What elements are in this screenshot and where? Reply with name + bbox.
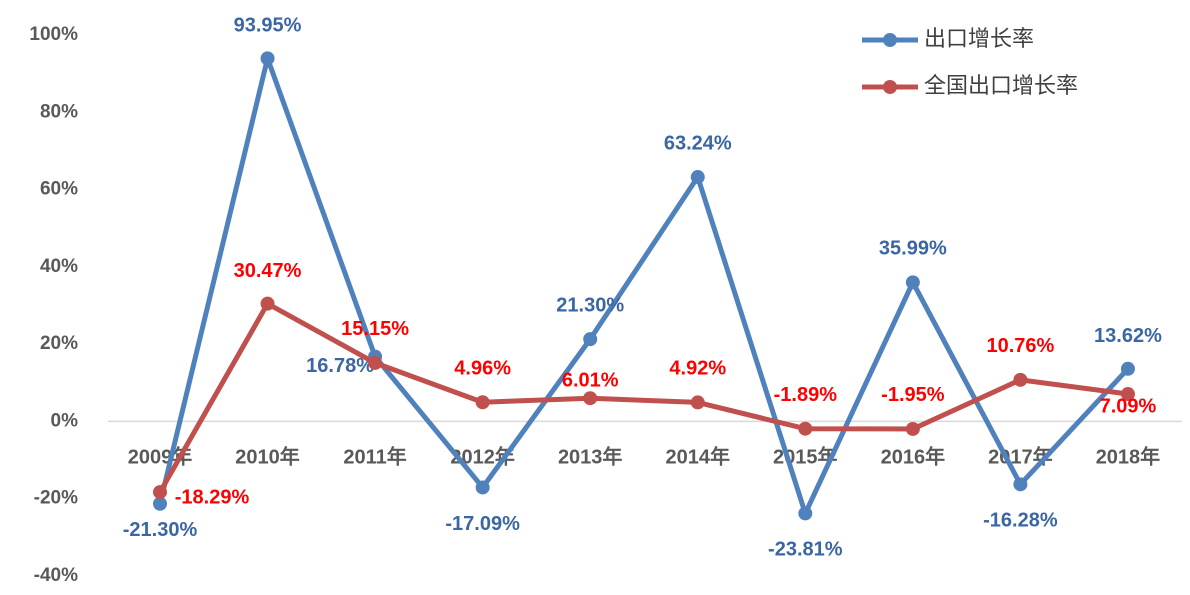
marker <box>153 496 167 511</box>
data-label: 63.24% <box>664 132 732 154</box>
marker <box>475 395 490 410</box>
marker <box>798 506 813 521</box>
y-tick-label: 20% <box>40 333 78 354</box>
x-tick-label: 2011年 <box>343 445 406 469</box>
marker <box>1013 372 1028 387</box>
x-tick-label: 2018年 <box>1096 445 1161 469</box>
x-tick-label: 2010年 <box>235 445 300 469</box>
data-label: -18.29% <box>175 486 250 508</box>
data-label: -17.09% <box>445 513 520 535</box>
data-label: -23.81% <box>768 539 843 561</box>
data-label: -21.30% <box>123 519 198 541</box>
data-label: 15.15% <box>341 318 409 340</box>
marker <box>260 51 275 66</box>
line <box>157 301 1129 494</box>
data-label: -1.95% <box>881 384 945 406</box>
line <box>157 55 1130 516</box>
marker <box>153 485 167 500</box>
legend-label: 全国出口增长率 <box>924 73 1078 98</box>
marker <box>905 421 920 436</box>
marker <box>368 355 383 370</box>
y-tick-label: -20% <box>34 488 78 509</box>
y-tick-label: 0% <box>51 410 79 431</box>
marker <box>583 332 598 347</box>
marker <box>475 480 490 495</box>
x-tick-label: 2013年 <box>558 445 623 469</box>
y-tick-label: 100% <box>29 24 78 45</box>
data-label: 10.76% <box>986 335 1054 357</box>
marker <box>798 421 813 436</box>
marker <box>905 275 920 290</box>
legend-marker <box>883 33 897 47</box>
data-label: 4.96% <box>454 358 511 380</box>
data-label: 4.92% <box>669 358 726 380</box>
marker <box>1120 387 1135 402</box>
marker <box>260 296 275 311</box>
legend-marker <box>883 80 897 94</box>
x-tick-label: 2016年 <box>881 445 946 469</box>
data-label: 6.01% <box>562 369 619 391</box>
marker <box>583 391 598 406</box>
x-tick-label: 2014年 <box>666 445 731 469</box>
marker <box>690 170 705 185</box>
data-label: 93.95% <box>234 15 302 37</box>
data-label: 30.47% <box>234 260 302 282</box>
data-label: -16.28% <box>983 510 1058 532</box>
marker <box>1013 477 1028 492</box>
y-tick-label: 80% <box>40 101 78 122</box>
legend-label: 出口增长率 <box>924 26 1034 51</box>
y-tick-label: 40% <box>40 256 78 277</box>
data-label: 16.78% <box>306 355 374 377</box>
data-label: 35.99% <box>879 238 947 260</box>
data-label: 13.62% <box>1094 325 1162 347</box>
data-label: 21.30% <box>556 294 624 316</box>
data-label: -1.89% <box>774 384 838 406</box>
data-label: 7.09% <box>1100 395 1157 417</box>
marker <box>1120 361 1135 376</box>
marker <box>690 395 705 410</box>
y-tick-label: 60% <box>40 179 78 200</box>
y-tick-label: -40% <box>34 565 78 586</box>
